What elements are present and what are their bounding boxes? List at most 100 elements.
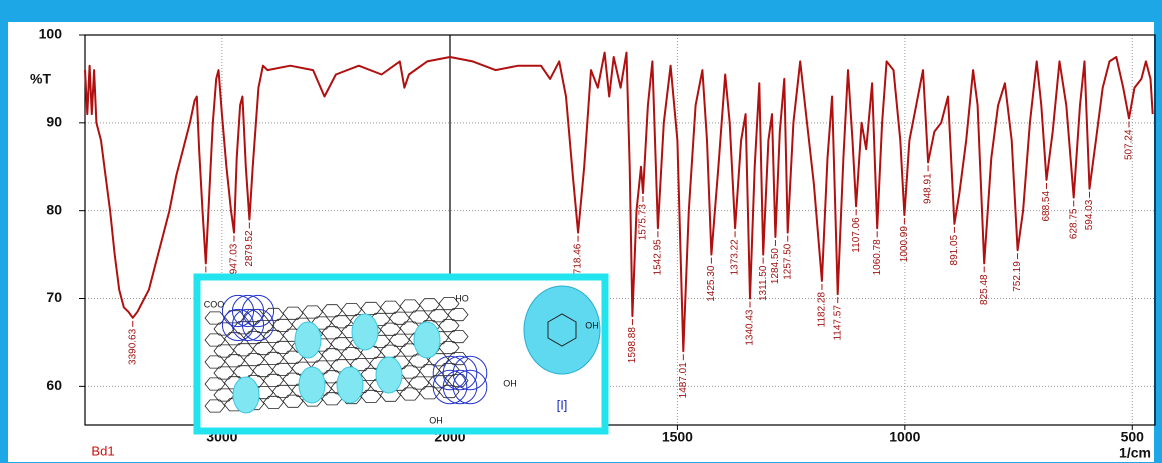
graphene-hexagon (223, 332, 246, 346)
graphene-hexagon (204, 355, 226, 369)
graphene-hexagon (282, 372, 304, 386)
graphene-hexagon (282, 306, 304, 320)
graphene-hexagon (438, 363, 460, 377)
y-tick-label: 60 (46, 377, 62, 393)
graphene-hexagon (301, 305, 324, 319)
peak-label: 594.03 (1084, 199, 1095, 230)
graphene-hexagon (232, 321, 255, 335)
inset-label: OH (429, 415, 443, 425)
graphene-hexagon (271, 340, 294, 354)
graphene-hexagon (213, 388, 235, 402)
x-axis-label: 1/cm (1119, 445, 1151, 461)
inset-label: [I] (557, 397, 568, 412)
fullerene (432, 355, 468, 391)
peak-label: 1718.46 (573, 243, 584, 280)
molecule-blob (336, 366, 364, 404)
peak-label: 948.91 (923, 173, 934, 204)
graphene-hexagon (213, 344, 235, 358)
graphene-hexagon (204, 311, 226, 325)
y-tick-label: 70 (46, 289, 62, 305)
graphene-hexagon (360, 301, 382, 315)
graphene-hexagon (349, 358, 372, 372)
graphene-hexagon (271, 362, 294, 376)
graphene-hexagon (360, 345, 382, 359)
peak-label: 1598.88 (627, 327, 638, 364)
y-tick-label: 100 (39, 26, 63, 42)
benzene-ring (547, 313, 577, 347)
graphene-hexagon (438, 297, 460, 311)
graphene-hexagon (447, 352, 469, 366)
graphene-hexagon (399, 387, 421, 401)
graphene-hexagon (271, 318, 294, 332)
peak-label: 2947.03 (229, 243, 240, 280)
graphene-hexagon (427, 353, 450, 367)
molecule-blob (413, 321, 441, 359)
graphene-hexagon (399, 299, 421, 313)
peak-label: 1487.01 (678, 362, 689, 399)
fullerene (221, 294, 255, 328)
graphene-hexagon (360, 389, 382, 403)
graphene-hexagon (262, 373, 285, 387)
peak-label: 1373.22 (730, 239, 741, 276)
inset-label: OH (585, 320, 599, 330)
fullerene (452, 355, 488, 391)
fullerene (452, 369, 488, 405)
molecule-blob (351, 313, 379, 351)
graphene-hexagon (408, 376, 430, 390)
fullerene (241, 294, 275, 328)
graphene-hexagon (379, 344, 402, 358)
graphene-hexagon (252, 364, 274, 378)
graphene-hexagon (282, 394, 304, 408)
benzoic-circle (523, 285, 601, 375)
peak-label: 825.48 (979, 274, 990, 305)
inset-diagram: HO COO OH OH OH [I] (193, 273, 609, 435)
graphene-hexagon (223, 354, 246, 368)
y-tick-label: 80 (46, 201, 62, 217)
graphene-hexagon (438, 319, 460, 333)
peak-label: 1147.57 (832, 305, 843, 341)
peak-label: 1425.30 (706, 265, 717, 302)
fullerene (432, 369, 468, 405)
graphene-hexagon (252, 342, 274, 356)
peak-label: 752.19 (1012, 261, 1023, 292)
inset-label: COO (204, 299, 225, 309)
x-tick-label: 1500 (662, 429, 693, 445)
graphene-hexagon (252, 320, 274, 334)
graphene-hexagon (388, 333, 411, 347)
plot-frame (84, 34, 1156, 426)
peak-label: 1060.78 (872, 239, 883, 276)
fullerene (442, 355, 478, 391)
peak-label: 1182.28 (817, 292, 828, 328)
peak-label: 2879.52 (244, 230, 255, 267)
graphene-hexagon (330, 337, 352, 351)
x-tick-label: 1000 (889, 429, 920, 445)
inset-label: HO (455, 293, 469, 303)
peak-label: 1575.73 (638, 204, 649, 241)
fullerene (241, 308, 275, 342)
peak-label: 507.24 (1124, 129, 1135, 160)
graphene-hexagon (438, 385, 460, 399)
graphene-hexagon (204, 377, 226, 391)
inset-label: OH (503, 378, 517, 388)
graphene-hexagon (262, 351, 285, 365)
molecule-blob (232, 376, 260, 414)
graphene-hexagon (262, 395, 285, 409)
spectrum-line (84, 51, 1154, 353)
graphene-hexagon (321, 304, 343, 318)
graphene-hexagon (340, 303, 363, 317)
peak-label: 1284.50 (770, 248, 781, 285)
peak-label: 1340.43 (745, 309, 756, 346)
sample-label: Bd1 (91, 443, 114, 458)
molecule-blob (375, 356, 403, 394)
fullerene (221, 308, 255, 342)
graphene-hexagon (243, 331, 265, 345)
peak-label: 1107.06 (851, 217, 862, 253)
graphene-hexagon (379, 300, 402, 314)
graphene-hexagon (427, 309, 450, 323)
graphene-hexagon (388, 311, 411, 325)
graphene-hexagon (321, 392, 343, 406)
y-tick-label: 90 (46, 114, 62, 130)
graphene-hexagon (321, 326, 343, 340)
